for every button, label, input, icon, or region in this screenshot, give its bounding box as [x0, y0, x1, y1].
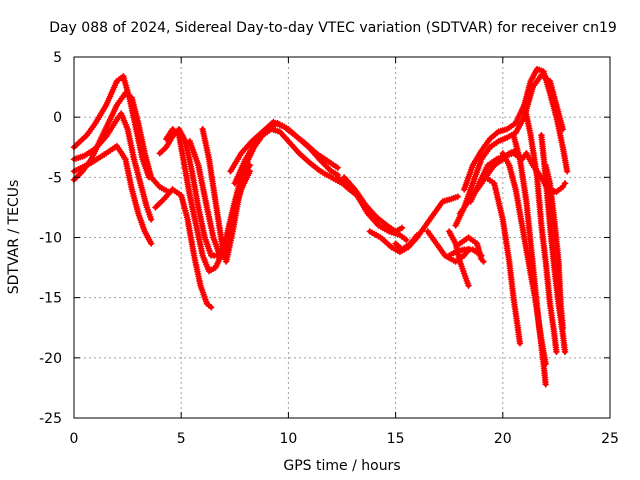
series-markers: [458, 235, 484, 261]
y-tick-label: 0: [53, 110, 62, 126]
x-axis-label: GPS time / hours: [283, 458, 400, 474]
series-markers: [228, 119, 339, 173]
y-tick-label: 5: [53, 50, 62, 66]
series-markers: [510, 134, 549, 386]
series-markers: [461, 66, 570, 191]
x-tick-label: 5: [177, 431, 186, 447]
y-tick-label: -15: [39, 291, 62, 307]
series-markers: [342, 175, 404, 234]
series-track-24: [473, 174, 524, 347]
series-track-11: [227, 118, 341, 175]
data-point: [480, 258, 487, 265]
series-markers: [543, 164, 566, 329]
series-trace: [71, 143, 154, 246]
chart-title: Day 088 of 2024, Sidereal Day-to-day VTE…: [49, 20, 617, 36]
x-tick-label: 10: [279, 431, 297, 447]
series-track-7: [152, 186, 215, 311]
y-axis-label: SDTVAR / TECUs: [6, 180, 22, 295]
y-tick-label: -25: [39, 411, 62, 427]
series-markers: [475, 175, 523, 345]
series-markers: [72, 112, 154, 221]
x-tick-label: 20: [494, 431, 512, 447]
series-track-4: [70, 142, 155, 247]
series-markers: [154, 187, 213, 309]
series-markers: [72, 91, 170, 194]
x-tick-label: 25: [601, 431, 619, 447]
series-markers: [199, 126, 344, 263]
series-track-19: [456, 234, 487, 265]
y-tick-label: -5: [48, 170, 62, 186]
series-track-17: [446, 228, 472, 289]
x-tick-label: 0: [70, 431, 79, 447]
series-track-29: [542, 162, 567, 331]
tick-layer: 0 5 10 15 20 25 -25 -20 -15 -10 -5 0 5: [39, 50, 619, 447]
series-markers: [394, 234, 419, 252]
x-tick-label: 15: [387, 431, 405, 447]
series-layer: [70, 65, 571, 388]
data-point: [561, 180, 569, 187]
series-track-9: [199, 126, 346, 265]
series-markers: [521, 104, 560, 353]
series-track-27: [521, 101, 560, 356]
series-markers: [72, 144, 154, 245]
series-track-2: [70, 89, 172, 195]
y-tick-label: -10: [39, 231, 62, 247]
series-track-26: [510, 132, 549, 388]
y-tick-label: -20: [39, 351, 62, 367]
series-track-15: [392, 231, 421, 253]
series-track-13: [340, 174, 406, 235]
